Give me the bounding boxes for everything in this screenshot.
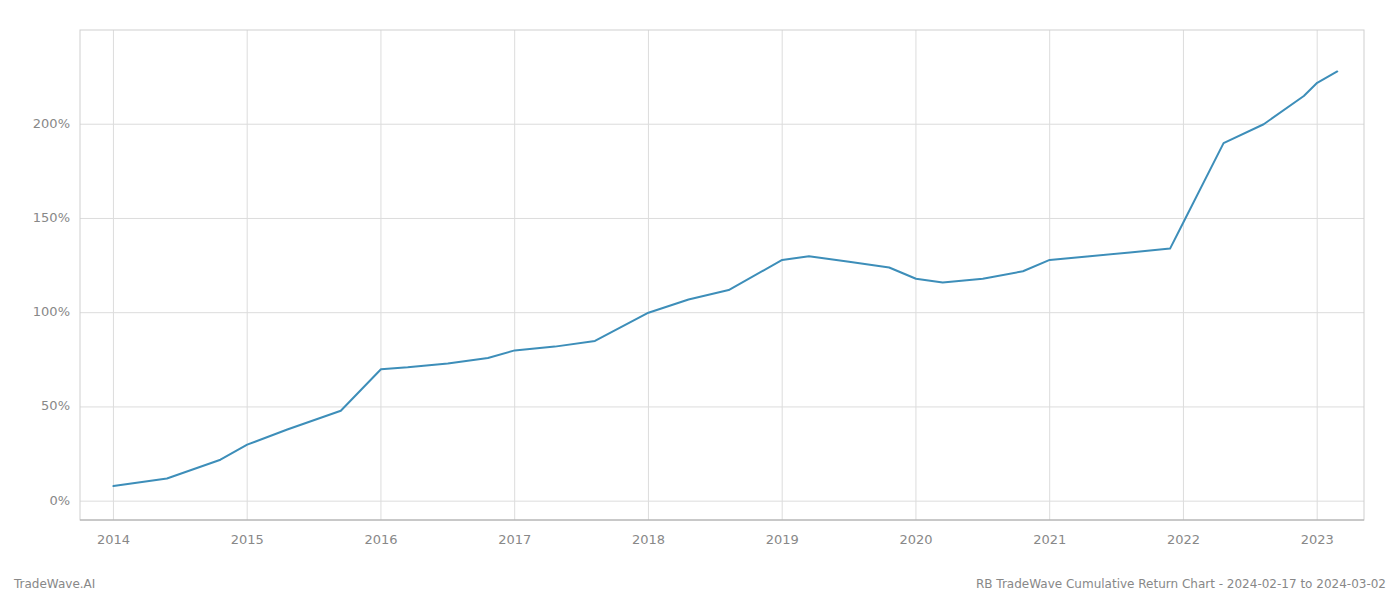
y-tick-label: 100% [33, 304, 70, 319]
data-area [113, 71, 1337, 486]
x-grid-line [113, 30, 114, 520]
axes: 0% 50% 100% 150% 200% 2014 2015 2016 2017 2018 201… [33, 30, 1364, 547]
y-tick-label: 150% [33, 210, 70, 225]
y-grid-line [80, 218, 1364, 219]
y-tick-label: 0% [49, 493, 70, 508]
plot-frame [80, 30, 1364, 520]
grid [80, 30, 1364, 520]
x-grid-line [1183, 30, 1184, 520]
y-grid-line [80, 312, 1364, 313]
x-tick-label: 2016 [364, 532, 397, 547]
x-tick-label: 2021 [1033, 532, 1066, 547]
y-tick-label: 50% [41, 398, 70, 413]
x-tick-label: 2019 [766, 532, 799, 547]
y-grid-line [80, 406, 1364, 407]
x-grid-line [1049, 30, 1050, 520]
line [113, 71, 1337, 486]
x-grid-line [1317, 30, 1318, 520]
background [0, 0, 1400, 600]
chart: 0% 50% 100% 150% 200% 2014 2015 2016 2017 2018 201… [0, 0, 1400, 600]
x-tick-label: 2017 [498, 532, 531, 547]
y-tick-label: 200% [33, 116, 70, 131]
x-tick-label: 2018 [632, 532, 665, 547]
x-tick-label: 2022 [1167, 532, 1200, 547]
x-grid-line [514, 30, 515, 520]
x-tick-label: 2015 [231, 532, 264, 547]
annotation: TradeWave.AI [13, 577, 95, 591]
x-tick-label: 2014 [97, 532, 130, 547]
y-grid-line [80, 501, 1364, 502]
y-grid-line [80, 124, 1364, 125]
x-axis-line [80, 520, 1364, 521]
x-grid-line [915, 30, 916, 520]
x-tick-label: 2020 [899, 532, 932, 547]
x-grid-line [782, 30, 783, 520]
x-grid-line [648, 30, 649, 520]
x-tick-label: 2023 [1301, 532, 1334, 547]
annotation: RB TradeWave Cumulative Return Chart - 2… [976, 577, 1386, 591]
x-grid-line [247, 30, 248, 520]
x-grid-line [380, 30, 381, 520]
